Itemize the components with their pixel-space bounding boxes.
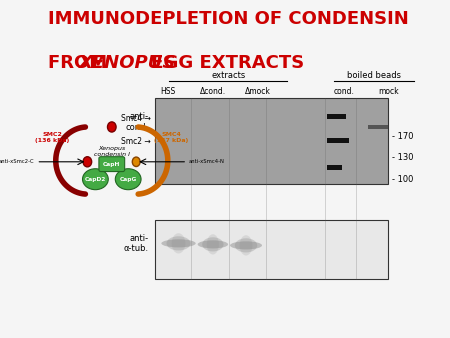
Text: FROM: FROM — [48, 54, 113, 72]
Ellipse shape — [82, 169, 108, 190]
Text: IMMUNODEPLETION OF CONDENSIN: IMMUNODEPLETION OF CONDENSIN — [48, 10, 409, 28]
Ellipse shape — [171, 233, 185, 254]
Ellipse shape — [162, 239, 196, 247]
Ellipse shape — [108, 122, 116, 132]
Text: EGG EXTRACTS: EGG EXTRACTS — [145, 54, 304, 72]
Ellipse shape — [240, 235, 252, 256]
Text: boiled beads: boiled beads — [347, 71, 401, 80]
Text: CapG: CapG — [120, 177, 137, 182]
FancyBboxPatch shape — [368, 125, 388, 129]
Ellipse shape — [198, 240, 228, 248]
Text: XENOPUS: XENOPUS — [79, 54, 176, 72]
Ellipse shape — [230, 241, 262, 249]
Ellipse shape — [202, 237, 224, 251]
FancyBboxPatch shape — [327, 138, 349, 143]
Text: CapH: CapH — [103, 162, 121, 167]
Ellipse shape — [83, 157, 92, 167]
FancyBboxPatch shape — [156, 98, 388, 184]
Ellipse shape — [166, 236, 190, 250]
Text: SMC2
(136 kDa): SMC2 (136 kDa) — [36, 132, 70, 143]
Text: - 170: - 170 — [392, 132, 414, 141]
Text: anti-
α-tub.: anti- α-tub. — [124, 234, 149, 253]
Text: Smc4 →: Smc4 → — [121, 114, 150, 123]
Ellipse shape — [235, 238, 257, 252]
Ellipse shape — [115, 169, 141, 190]
FancyBboxPatch shape — [99, 157, 125, 172]
Text: Smc2 →: Smc2 → — [121, 138, 150, 146]
Text: extracts: extracts — [212, 71, 246, 80]
Text: Δmock: Δmock — [245, 87, 271, 96]
Text: - 130: - 130 — [392, 153, 414, 162]
Text: mock: mock — [378, 87, 399, 96]
Text: HSS: HSS — [161, 87, 176, 96]
Ellipse shape — [207, 234, 219, 255]
Text: cond.: cond. — [333, 87, 355, 96]
Text: Δcond.: Δcond. — [200, 87, 226, 96]
FancyBboxPatch shape — [327, 165, 342, 170]
Text: - 100: - 100 — [392, 175, 414, 184]
Text: anti-
cond.: anti- cond. — [126, 113, 149, 132]
Text: SMC4
(147 kDa): SMC4 (147 kDa) — [154, 132, 188, 143]
Text: anti-xSmc2-C: anti-xSmc2-C — [0, 159, 35, 164]
Ellipse shape — [132, 157, 140, 167]
Text: Xenopus
condensin I: Xenopus condensin I — [94, 146, 130, 157]
FancyBboxPatch shape — [327, 114, 346, 119]
FancyBboxPatch shape — [156, 220, 388, 279]
Text: anti-xSmc4-N: anti-xSmc4-N — [189, 159, 225, 164]
Text: CapD2: CapD2 — [85, 177, 106, 182]
